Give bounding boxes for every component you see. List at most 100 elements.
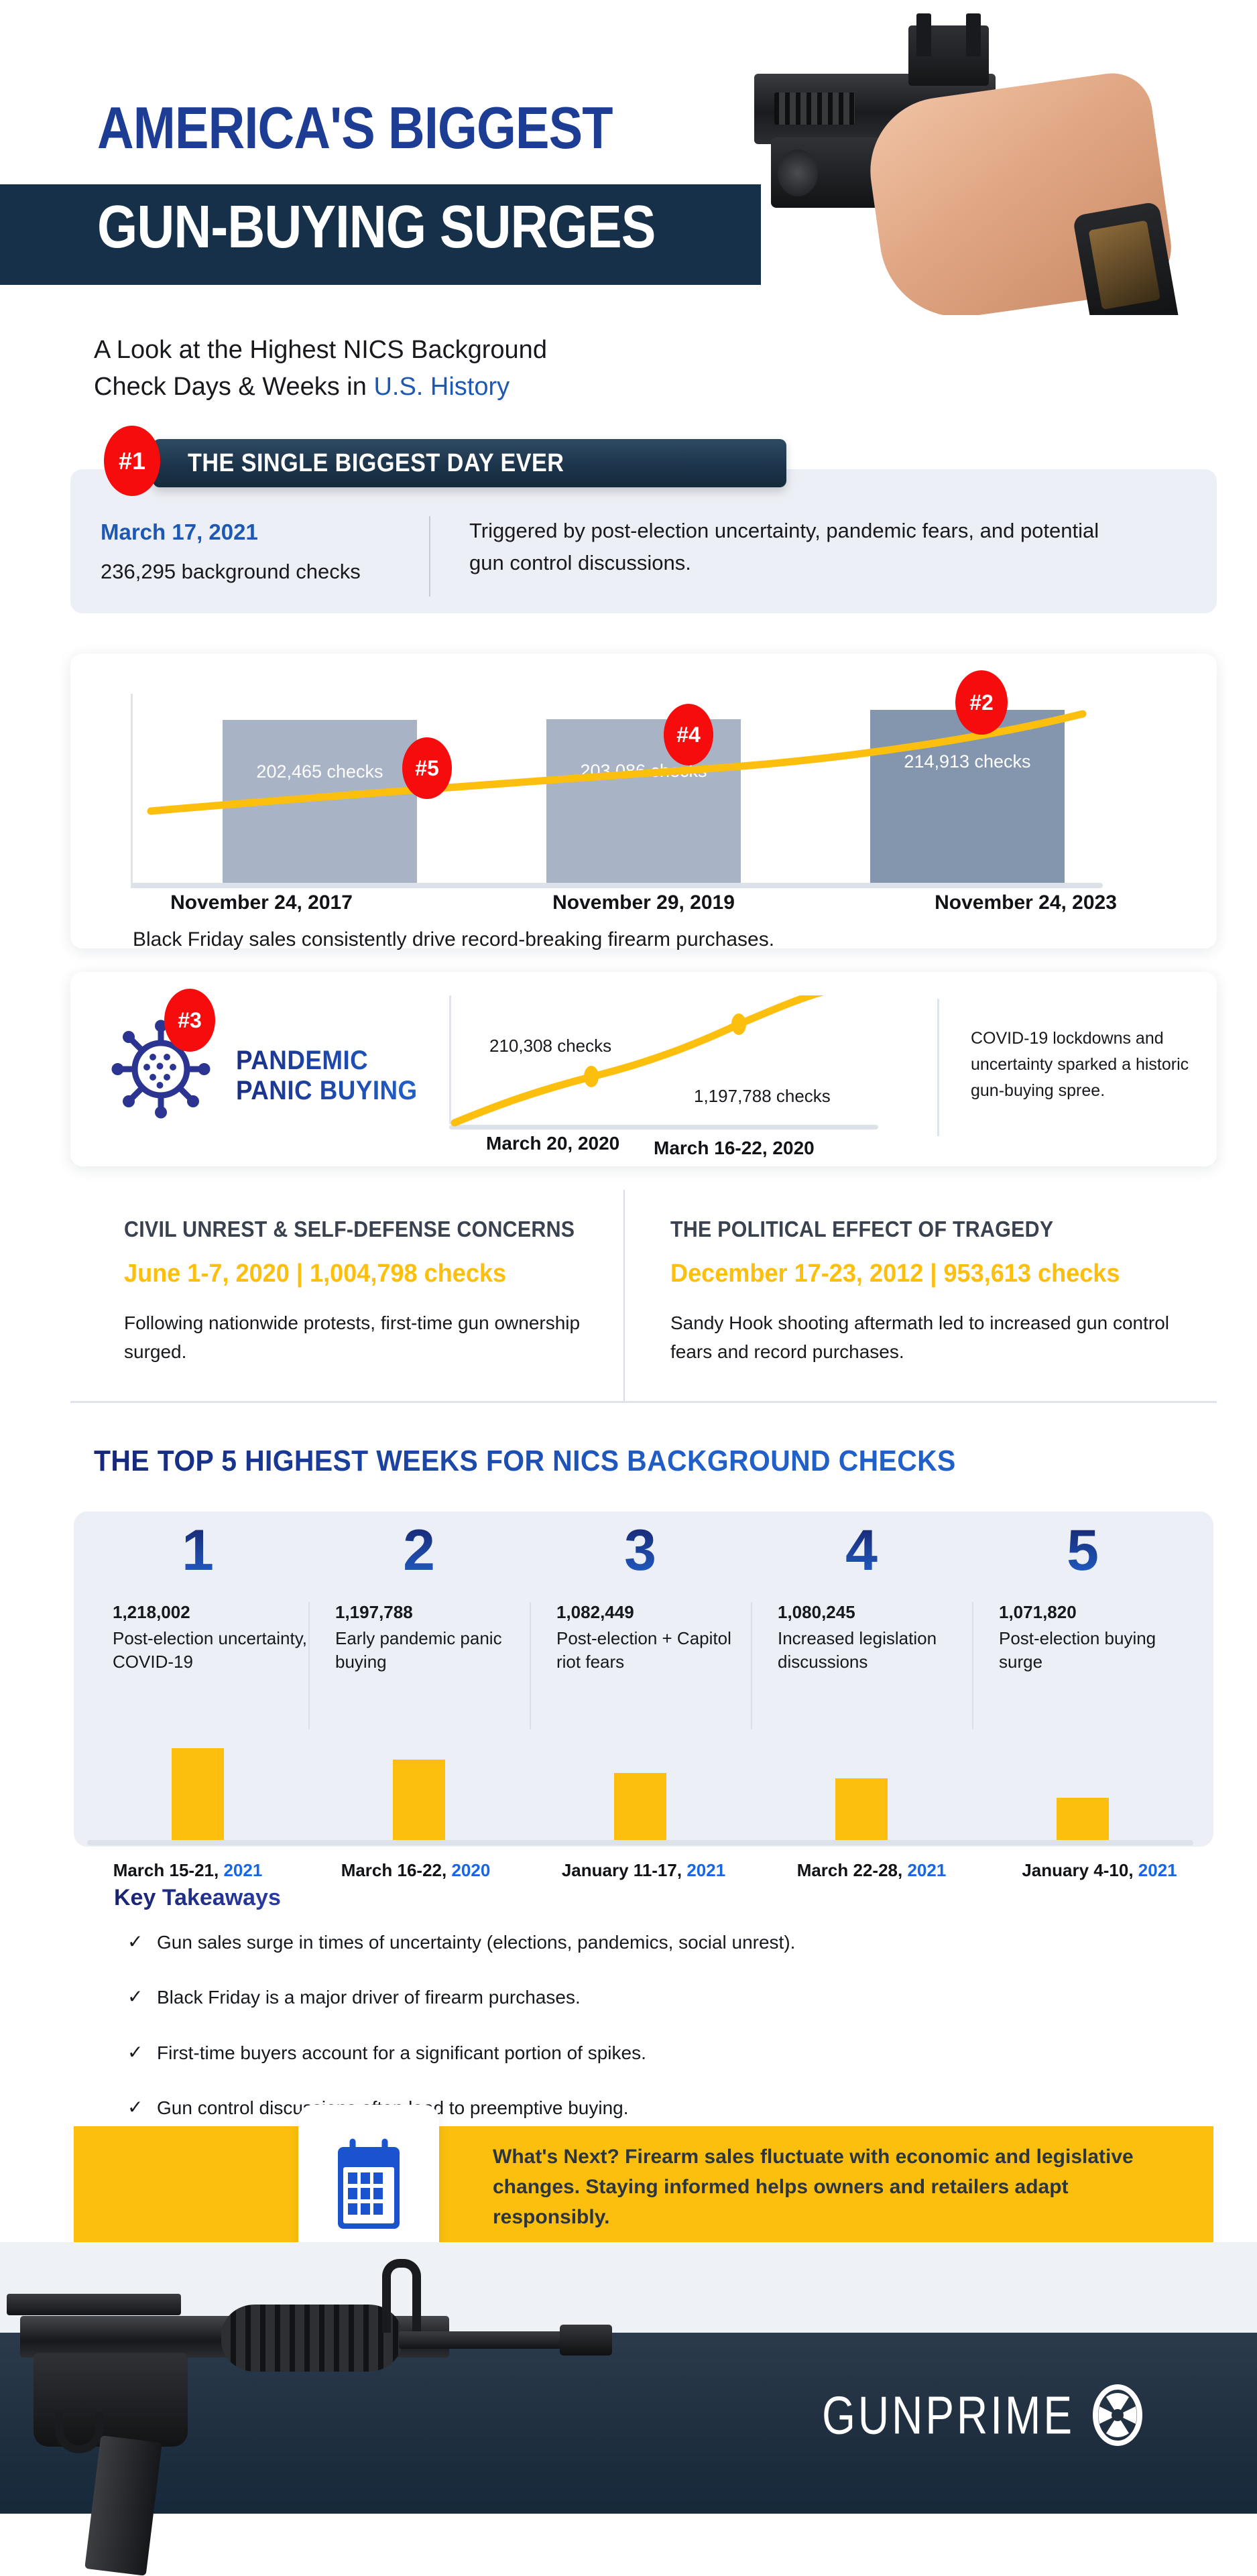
pandemic-card [70, 972, 1217, 1166]
top5-bar-1 [172, 1748, 224, 1840]
bar-label-2023: 214,913 checks [904, 751, 1031, 772]
single-biggest-day-banner-title: THE SINGLE BIGGEST DAY EVER [188, 448, 564, 477]
top5-bar-4 [835, 1778, 888, 1840]
cta-banner [74, 2126, 1213, 2244]
list-item: ✓ Black Friday is a major driver of fire… [127, 1985, 1133, 2010]
top5-col-1: 1 1,218,002 Post-election uncertainty, C… [87, 1522, 308, 1729]
top5-bar-3 [614, 1773, 666, 1840]
pandemic-note: COVID-19 lockdowns and uncertainty spark… [971, 1029, 1189, 1100]
pandemic-chart [449, 995, 878, 1129]
top5-body: 1,082,449 Post-election + Capitol riot f… [530, 1602, 751, 1729]
rank-number: 1 [87, 1522, 308, 1579]
political-effect-stat: December 17-23, 2012 | 953,613 checks [670, 1260, 1120, 1288]
list-item: ✓ Gun control discussions often lead to … [127, 2096, 1133, 2120]
top5-bar-5 [1057, 1798, 1109, 1840]
page-subtitle: A Look at the Highest NICS Background Ch… [94, 332, 603, 406]
infographic-page: AMERICA'S BIGGEST GUN-BUYING SURGES A Lo… [0, 0, 1257, 2514]
top5-value: 1,071,820 [999, 1602, 1077, 1622]
bar-label-2017: 202,465 checks [256, 761, 383, 782]
rank-badge-3: #3 [164, 989, 215, 1052]
rank-number: 2 [308, 1522, 530, 1579]
top5-date-1: March 15-21, 2021 [113, 1860, 263, 1880]
political-effect-block: THE POLITICAL EFFECT OF TRAGEDY December… [670, 1217, 1180, 1367]
footer-logo[interactable]: GUNPRIME [822, 2384, 1143, 2447]
civil-unrest-body: Following nationwide protests, first-tim… [124, 1312, 581, 1363]
x-label-2023: November 24, 2023 [935, 892, 1117, 914]
top5-value: 1,197,788 [335, 1602, 413, 1622]
single-biggest-day-card [70, 469, 1217, 613]
pandemic-x-label-week: March 16-22, 2020 [654, 1138, 815, 1158]
hero-title-line-1: AMERICA'S BIGGEST [97, 95, 613, 161]
list-item-text: Black Friday is a major driver of firear… [157, 1987, 581, 2008]
top5-body: 1,080,245 Increased legislation discussi… [751, 1602, 972, 1729]
hero-navy-band [0, 184, 761, 285]
pandemic-day-value: 210,308 checks [489, 1036, 612, 1056]
horizontal-rule [70, 1401, 1217, 1403]
top5-col-3: 3 1,082,449 Post-election + Capitol riot… [530, 1522, 751, 1729]
y-axis [131, 694, 133, 888]
civil-unrest-stat: June 1-7, 2020 | 1,004,798 checks [124, 1260, 507, 1288]
top5-date-5: January 4-10, 2021 [1022, 1860, 1177, 1880]
list-item: ✓ First-time buyers account for a signif… [127, 2041, 1133, 2065]
x-label-2017: November 24, 2017 [170, 892, 353, 914]
top5-description: Post-election uncertainty, COVID-19 [113, 1628, 307, 1672]
pandemic-week-value: 1,197,788 checks [694, 1086, 831, 1106]
check-icon: ✓ [127, 1931, 143, 1952]
subtitle-link[interactable]: U.S. History [373, 373, 510, 402]
vertical-divider [429, 516, 430, 597]
top5-heading: THE TOP 5 HIGHEST WEEKS FOR NICS BACKGRO… [94, 1445, 956, 1477]
top5-col-2: 2 1,197,788 Early pandemic panic buying [308, 1522, 530, 1729]
check-icon: ✓ [127, 1986, 143, 2008]
political-effect-heading: THE POLITICAL EFFECT OF TRAGEDY [670, 1217, 1054, 1241]
top5-date-2: March 16-22, 2020 [341, 1860, 491, 1880]
top5-col-5: 5 1,071,820 Post-election buying surge [972, 1522, 1193, 1729]
rank-badge-2: #2 [955, 670, 1008, 735]
rank-number: 4 [751, 1522, 972, 1579]
top5-description: Post-election + Capitol riot fears [556, 1628, 731, 1672]
black-friday-chart: 202,465 checks 203,086 checks 214,913 ch… [131, 694, 1103, 888]
single-biggest-day-banner: THE SINGLE BIGGEST DAY EVER [153, 439, 786, 487]
top5-body: 1,071,820 Post-election buying surge [972, 1602, 1193, 1729]
footer-wordmark: GUNPRIME [822, 2385, 1075, 2445]
top5-col-4: 4 1,080,245 Increased legislation discus… [751, 1522, 972, 1729]
rank-number: 5 [972, 1522, 1193, 1579]
hero-section: AMERICA'S BIGGEST GUN-BUYING SURGES [0, 0, 1257, 315]
two-column-divider [623, 1190, 625, 1401]
subtitle-text: A Look at the Highest NICS Background Ch… [94, 336, 547, 402]
pandemic-x-label-day: March 20, 2020 [486, 1133, 620, 1154]
rank-number: 3 [530, 1522, 751, 1579]
hero-title-line-2: GUN-BUYING SURGES [97, 194, 656, 261]
x-axis [131, 883, 1103, 888]
civil-unrest-block: CIVIL UNREST & SELF-DEFENSE CONCERNS Jun… [124, 1217, 634, 1367]
top5-description: Post-election buying surge [999, 1628, 1156, 1672]
calendar-icon [338, 2138, 400, 2229]
cta-icon-box [298, 2105, 439, 2266]
top5-grid: 1 1,218,002 Post-election uncertainty, C… [87, 1522, 1193, 1729]
top5-value: 1,082,449 [556, 1602, 634, 1622]
key-takeaways-list: ✓ Gun sales surge in times of uncertaint… [127, 1930, 1133, 2152]
single-biggest-day-description: Triggered by post-election uncertainty, … [469, 519, 1099, 575]
top5-description: Early pandemic panic buying [335, 1628, 502, 1672]
black-friday-note: Black Friday sales consistently drive re… [133, 928, 775, 950]
rank-badge-1: #1 [104, 426, 160, 496]
top5-bars [87, 1729, 1193, 1840]
rank-badge-5: #5 [402, 737, 452, 799]
list-item-text: First-time buyers account for a signific… [157, 2042, 646, 2063]
y-axis [449, 995, 451, 1124]
pandemic-title-line-1: PANDEMIC [236, 1046, 369, 1075]
trend-line [147, 710, 1087, 815]
top5-body: 1,197,788 Early pandemic panic buying [308, 1602, 530, 1729]
single-biggest-day-stats: March 17, 2021 236,295 background checks [101, 519, 382, 584]
x-axis [449, 1125, 878, 1129]
top5-date-3: January 11-17, 2021 [561, 1860, 726, 1880]
list-item: ✓ Gun sales surge in times of uncertaint… [127, 1930, 1133, 1955]
footer-navy-band [0, 2333, 1257, 2514]
vertical-divider [937, 999, 939, 1136]
rifle-photo [0, 2252, 751, 2576]
civil-unrest-heading: CIVIL UNREST & SELF-DEFENSE CONCERNS [124, 1217, 575, 1241]
pandemic-trend-line [451, 995, 824, 1127]
list-item-text: Gun sales surge in times of uncertainty … [157, 1932, 796, 1953]
single-biggest-day-checks: 236,295 background checks [101, 560, 361, 583]
rank-badge-4: #4 [664, 704, 713, 765]
check-icon: ✓ [127, 2041, 143, 2063]
